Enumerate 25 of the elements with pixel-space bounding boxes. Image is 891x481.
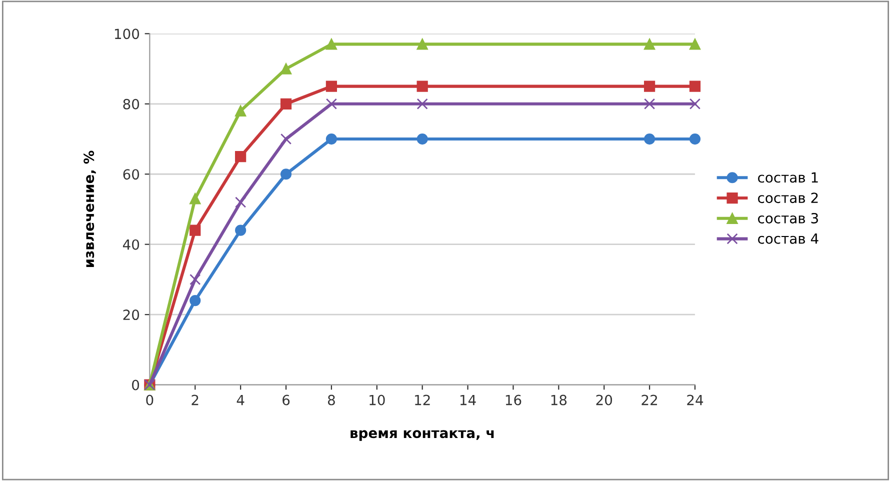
y-axis-title: извлечение, %	[84, 150, 96, 268]
y-tick-label: 40	[122, 239, 140, 250]
x-tick-label: 14	[460, 394, 476, 406]
x-tick-label: 16	[506, 394, 522, 406]
legend-label: состав 2	[758, 192, 818, 204]
x-tick-label: 10	[370, 394, 385, 406]
x-tick-label: 18	[551, 394, 567, 406]
x-tick-label: 8	[328, 394, 335, 406]
legend-label: состав 1	[758, 172, 818, 183]
y-tick-label: 100	[114, 28, 140, 40]
x-tick-label: 24	[687, 394, 704, 406]
x-tick-label: 22	[642, 394, 657, 406]
x-tick-label: 4	[236, 394, 244, 406]
legend-label: состав 4	[758, 234, 818, 244]
x-tick-label: 20	[596, 394, 612, 406]
legend-label: состав 3	[758, 212, 818, 224]
x-tick-label: 2	[192, 394, 198, 406]
y-tick-label: 20	[123, 310, 140, 320]
y-tick-label: 0	[132, 380, 140, 390]
x-tick-label: 12	[415, 394, 430, 406]
x-tick-label: 6	[282, 394, 290, 406]
y-tick-label: 60	[123, 169, 140, 180]
x-tick-label: 0	[146, 394, 154, 406]
x-axis-title: время контакта, ч	[350, 430, 494, 441]
y-tick-label: 80	[123, 98, 140, 110]
